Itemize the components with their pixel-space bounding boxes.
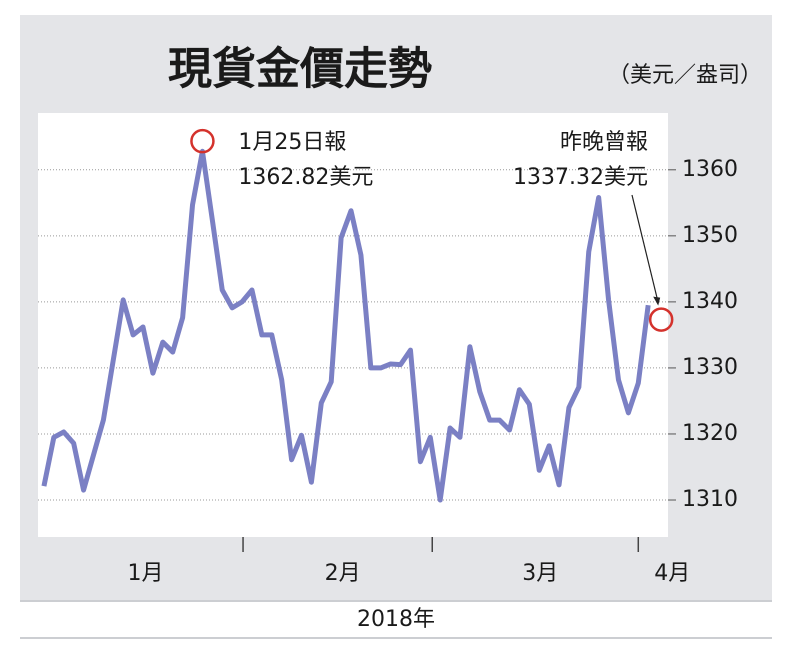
x-tick-label: 2月 xyxy=(325,561,361,586)
line xyxy=(41,148,651,503)
annotation-arrow xyxy=(631,194,659,303)
annotation-circle xyxy=(190,128,215,154)
annotation-circle xyxy=(648,307,674,332)
y-tick-label: 1340 xyxy=(682,289,738,314)
chart-title: 現貨金價走勢 xyxy=(168,44,432,95)
annotation-arrowhead xyxy=(653,296,661,306)
y-tick-label: 1350 xyxy=(682,223,738,248)
y-tick-label: 1330 xyxy=(682,355,738,380)
x-tick-label: 4月 xyxy=(654,561,690,586)
y-tick-label: 1360 xyxy=(682,157,738,182)
annotation-price: 1337.32美元 xyxy=(513,165,648,190)
annotation-date: 1月25日報 xyxy=(238,130,346,155)
x-axis-label: 2018年 xyxy=(357,607,435,632)
x-tick-label: 1月 xyxy=(128,561,164,586)
annotation-date: 昨晚曾報 xyxy=(560,130,648,155)
y-tick-label: 1310 xyxy=(682,487,738,512)
unit-label: （美元／盎司） xyxy=(608,63,762,88)
annotation-price: 1362.82美元 xyxy=(238,165,373,190)
y-tick-label: 1320 xyxy=(682,421,738,446)
x-tick-label: 3月 xyxy=(522,561,558,586)
